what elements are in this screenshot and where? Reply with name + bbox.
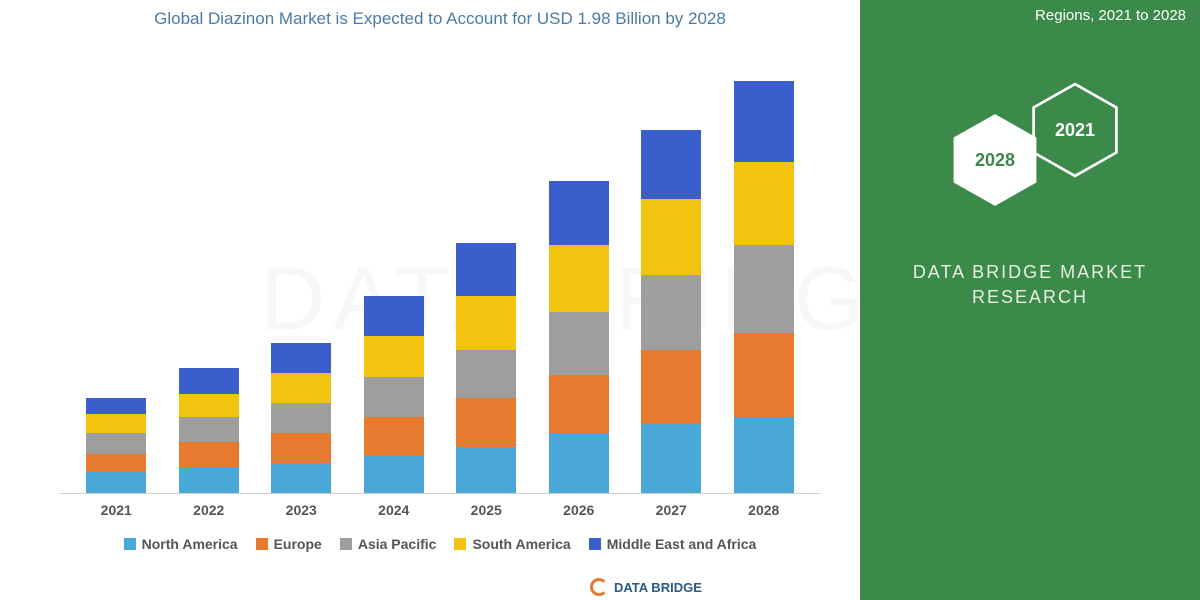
- bar-segment: [641, 424, 701, 493]
- x-axis-label: 2028: [729, 502, 799, 518]
- bar-segment: [734, 417, 794, 493]
- bar-segment: [734, 162, 794, 245]
- bar-segment: [364, 296, 424, 335]
- bar-segment: [549, 312, 609, 375]
- legend-item: Europe: [256, 536, 322, 552]
- bar-group: [544, 181, 614, 494]
- bar-group: [266, 343, 336, 493]
- hex-outline-label: 2021: [1055, 120, 1095, 141]
- footer-logo-text: DATA BRIDGE: [614, 580, 702, 595]
- legend-label: Middle East and Africa: [607, 536, 757, 552]
- chart-container: Global Diazinon Market is Expected to Ac…: [40, 0, 840, 570]
- hex-badge-end-year: 2028: [950, 110, 1040, 210]
- bar-segment: [86, 398, 146, 414]
- legend-label: North America: [142, 536, 238, 552]
- bar-group: [451, 243, 521, 493]
- hex-filled-label: 2028: [975, 150, 1015, 171]
- bar-segment: [456, 243, 516, 296]
- bar-group: [729, 81, 799, 493]
- legend-item: Middle East and Africa: [589, 536, 757, 552]
- bar-segment: [271, 343, 331, 373]
- bar-segment: [86, 433, 146, 454]
- chart-legend: North America Europe Asia Pacific South Ame…: [40, 536, 840, 552]
- stacked-bar: [179, 368, 239, 493]
- hex-badge-start-year: 2021: [1030, 80, 1120, 180]
- bar-segment: [179, 468, 239, 493]
- bar-segment: [549, 181, 609, 246]
- legend-label: Asia Pacific: [358, 536, 437, 552]
- brand-line-1: DATA BRIDGE MARKET: [860, 260, 1200, 285]
- x-axis-label: 2025: [451, 502, 521, 518]
- bar-segment: [456, 350, 516, 399]
- bar-segment: [271, 373, 331, 403]
- bar-segment: [179, 442, 239, 467]
- legend-swatch-icon: [589, 538, 601, 550]
- right-panel-subtitle: Regions, 2021 to 2028: [860, 0, 1200, 26]
- plot-area: [60, 54, 820, 494]
- stacked-bar: [364, 296, 424, 493]
- legend-item: South America: [454, 536, 570, 552]
- bar-segment: [456, 447, 516, 493]
- x-axis-label: 2026: [544, 502, 614, 518]
- bar-segment: [364, 456, 424, 493]
- bar-segment: [86, 414, 146, 433]
- bar-segment: [179, 368, 239, 393]
- bar-segment: [641, 199, 701, 275]
- bar-group: [81, 398, 151, 493]
- bar-segment: [641, 350, 701, 424]
- x-axis-label: 2021: [81, 502, 151, 518]
- bar-segment: [179, 394, 239, 417]
- stacked-bar: [549, 181, 609, 494]
- stacked-bar: [456, 243, 516, 493]
- x-axis-label: 2027: [636, 502, 706, 518]
- legend-swatch-icon: [454, 538, 466, 550]
- bar-segment: [734, 81, 794, 162]
- bar-group: [174, 368, 244, 493]
- brand-text: DATA BRIDGE MARKET RESEARCH: [860, 260, 1200, 310]
- hex-badge-group: 2028 2021: [950, 80, 1150, 240]
- x-axis-label: 2023: [266, 502, 336, 518]
- legend-swatch-icon: [124, 538, 136, 550]
- bar-segment: [456, 398, 516, 447]
- legend-label: South America: [472, 536, 570, 552]
- bar-segment: [641, 275, 701, 349]
- bar-segment: [641, 130, 701, 199]
- stacked-bar: [271, 343, 331, 493]
- bar-segment: [86, 454, 146, 473]
- legend-label: Europe: [274, 536, 322, 552]
- chart-title: Global Diazinon Market is Expected to Ac…: [40, 0, 840, 34]
- bar-segment: [734, 333, 794, 416]
- legend-item: North America: [124, 536, 238, 552]
- bar-segment: [271, 463, 331, 493]
- bar-segment: [456, 296, 516, 349]
- stacked-bar: [641, 130, 701, 494]
- bar-segment: [179, 417, 239, 442]
- right-panel: Regions, 2021 to 2028 2028 2021 DATA BRI…: [860, 0, 1200, 600]
- bar-segment: [364, 417, 424, 456]
- bar-group: [359, 296, 429, 493]
- legend-swatch-icon: [256, 538, 268, 550]
- stacked-bar: [734, 81, 794, 493]
- bar-segment: [549, 375, 609, 433]
- bar-segment: [734, 245, 794, 333]
- legend-swatch-icon: [340, 538, 352, 550]
- bar-segment: [86, 472, 146, 493]
- legend-item: Asia Pacific: [340, 536, 437, 552]
- x-axis-labels: 2021 2022 2023 2024 2025 2026 2027 2028: [60, 502, 820, 518]
- x-axis-label: 2022: [174, 502, 244, 518]
- x-axis-label: 2024: [359, 502, 429, 518]
- bar-segment: [364, 377, 424, 416]
- bar-segment: [549, 433, 609, 493]
- bar-segment: [271, 433, 331, 463]
- logo-mark-icon: [590, 578, 608, 596]
- bar-segment: [549, 245, 609, 312]
- stacked-bar: [86, 398, 146, 493]
- bar-segment: [364, 336, 424, 378]
- bar-group: [636, 130, 706, 494]
- brand-line-2: RESEARCH: [860, 285, 1200, 310]
- bar-segment: [271, 403, 331, 433]
- footer-logo: DATA BRIDGE: [590, 578, 702, 596]
